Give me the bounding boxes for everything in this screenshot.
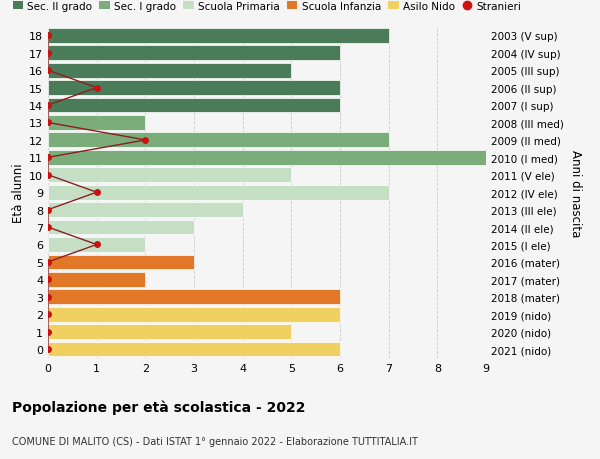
Y-axis label: Età alunni: Età alunni bbox=[12, 163, 25, 223]
Bar bbox=[48, 64, 292, 78]
Bar bbox=[48, 185, 389, 200]
Bar bbox=[48, 29, 389, 44]
Bar bbox=[48, 203, 242, 218]
Y-axis label: Anni di nascita: Anni di nascita bbox=[569, 149, 582, 236]
Bar bbox=[48, 133, 389, 148]
Bar bbox=[48, 151, 486, 165]
Bar bbox=[48, 168, 292, 183]
Bar bbox=[48, 116, 145, 131]
Bar bbox=[48, 290, 340, 304]
Bar bbox=[48, 98, 340, 113]
Text: Popolazione per età scolastica - 2022: Popolazione per età scolastica - 2022 bbox=[12, 399, 305, 414]
Bar bbox=[48, 238, 145, 252]
Bar bbox=[48, 342, 340, 357]
Bar bbox=[48, 272, 145, 287]
Bar bbox=[48, 255, 194, 270]
Bar bbox=[48, 325, 292, 339]
Bar bbox=[48, 220, 194, 235]
Legend: Sec. II grado, Sec. I grado, Scuola Primaria, Scuola Infanzia, Asilo Nido, Stran: Sec. II grado, Sec. I grado, Scuola Prim… bbox=[8, 0, 526, 16]
Bar bbox=[48, 81, 340, 96]
Text: COMUNE DI MALITO (CS) - Dati ISTAT 1° gennaio 2022 - Elaborazione TUTTITALIA.IT: COMUNE DI MALITO (CS) - Dati ISTAT 1° ge… bbox=[12, 436, 418, 446]
Bar bbox=[48, 307, 340, 322]
Bar bbox=[48, 46, 340, 61]
